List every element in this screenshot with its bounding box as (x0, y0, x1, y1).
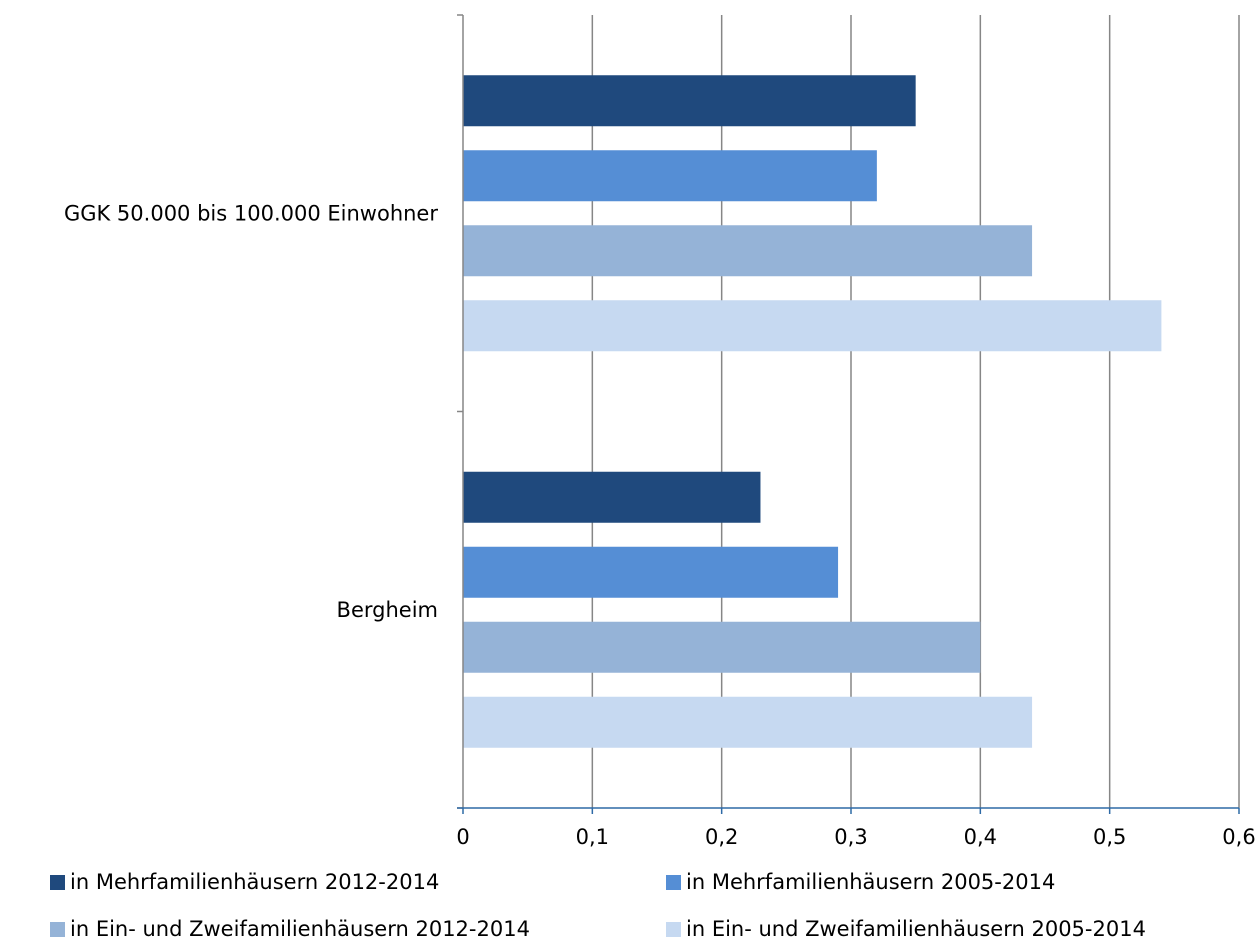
legend-label: in Mehrfamilienhäusern 2012-2014 (70, 870, 440, 894)
bar (463, 696, 1033, 748)
legend-swatch (50, 874, 65, 890)
x-tick-label: 0,1 (576, 825, 609, 849)
bar (463, 225, 1033, 277)
legend: in Mehrfamilienhäusern 2012-2014 in Mehrf… (50, 870, 1250, 950)
category-label: GGK 50.000 bis 100.000 Einwohner (64, 201, 438, 225)
bar (463, 150, 877, 202)
bar (463, 471, 761, 523)
grid-lines (591, 15, 1240, 808)
legend-swatch (666, 921, 681, 937)
legend-label: in Ein- und Zweifamilienhäusern 2012-201… (70, 917, 530, 941)
legend-swatch (666, 874, 681, 890)
x-tick-label: 0,3 (834, 825, 867, 849)
legend-swatch (50, 921, 65, 937)
x-tick-labels: 0 0,1 0,2 0,3 0,4 0,5 0,6 (456, 825, 1255, 849)
legend-item: in Mehrfamilienhäusern 2012-2014 (50, 870, 439, 894)
x-tick-label: 0,4 (964, 825, 997, 849)
bar (463, 546, 839, 598)
bar-chart: 0 0,1 0,2 0,3 0,4 0,5 0,6 GGK 50.000 bis 100.0… (64, 14, 1256, 849)
legend-item: in Ein- und Zweifamilienhäusern 2005-201… (666, 917, 1146, 941)
legend-label: in Mehrfamilienhäusern 2005-2014 (686, 870, 1056, 894)
category-labels: GGK 50.000 bis 100.000 Einwohner Bergheim (64, 201, 438, 622)
x-tick-label: 0 (456, 825, 469, 849)
x-tick-label: 0,5 (1093, 825, 1126, 849)
category-label: Bergheim (337, 598, 438, 622)
legend-label: in Ein- und Zweifamilienhäusern 2005-201… (686, 917, 1146, 941)
bar (463, 300, 1162, 352)
axes (457, 14, 1240, 814)
bars (463, 75, 1162, 748)
legend-item: in Mehrfamilienhäusern 2005-2014 (666, 870, 1055, 894)
bar (463, 621, 981, 673)
bar (463, 75, 916, 127)
x-tick-label: 0,6 (1222, 825, 1255, 849)
legend-item: in Ein- und Zweifamilienhäusern 2012-201… (50, 917, 530, 941)
x-tick-label: 0,2 (705, 825, 738, 849)
